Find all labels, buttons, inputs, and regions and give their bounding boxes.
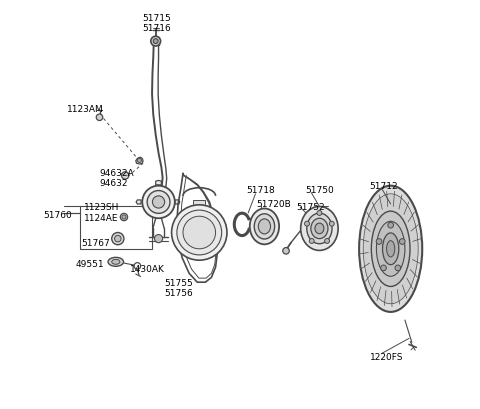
Ellipse shape	[254, 214, 275, 239]
Circle shape	[177, 211, 222, 255]
Circle shape	[121, 173, 129, 180]
Circle shape	[283, 248, 289, 254]
Circle shape	[142, 186, 175, 219]
Circle shape	[388, 223, 394, 229]
Ellipse shape	[112, 260, 120, 265]
Circle shape	[183, 217, 216, 249]
Ellipse shape	[258, 219, 271, 234]
Text: 1123SH
1124AE: 1123SH 1124AE	[84, 203, 120, 222]
Circle shape	[324, 239, 329, 244]
Ellipse shape	[311, 219, 328, 239]
Circle shape	[305, 222, 310, 227]
Circle shape	[115, 236, 121, 242]
FancyBboxPatch shape	[193, 201, 205, 206]
Ellipse shape	[300, 207, 338, 251]
Circle shape	[399, 239, 405, 245]
Circle shape	[155, 235, 163, 243]
Circle shape	[153, 40, 158, 45]
Text: 1430AK: 1430AK	[130, 264, 165, 273]
Ellipse shape	[359, 186, 422, 312]
Ellipse shape	[108, 258, 123, 267]
Circle shape	[317, 211, 322, 216]
Text: 1123AM: 1123AM	[67, 105, 104, 114]
Text: 51712: 51712	[370, 182, 398, 191]
Circle shape	[120, 214, 128, 221]
Ellipse shape	[315, 224, 324, 234]
Polygon shape	[175, 200, 180, 204]
Text: 51750: 51750	[305, 186, 334, 195]
Circle shape	[112, 233, 124, 245]
Ellipse shape	[383, 234, 399, 265]
Circle shape	[96, 115, 103, 121]
Circle shape	[309, 239, 314, 244]
Ellipse shape	[250, 209, 279, 245]
Circle shape	[122, 216, 126, 220]
Ellipse shape	[307, 213, 332, 244]
Ellipse shape	[386, 241, 395, 257]
Circle shape	[381, 265, 386, 271]
Circle shape	[153, 196, 165, 209]
Circle shape	[171, 205, 227, 261]
Polygon shape	[136, 158, 143, 165]
Text: 1220FS: 1220FS	[370, 352, 404, 361]
Circle shape	[147, 191, 170, 214]
Text: 51720B: 51720B	[256, 200, 291, 209]
Text: 51767: 51767	[81, 238, 110, 247]
Text: 51718: 51718	[246, 186, 275, 195]
Text: 51755
51756: 51755 51756	[165, 278, 193, 297]
Ellipse shape	[363, 194, 418, 304]
Polygon shape	[136, 200, 141, 204]
Text: 49551: 49551	[75, 259, 104, 268]
Ellipse shape	[372, 211, 410, 287]
Text: 51715
51716: 51715 51716	[142, 14, 171, 34]
Text: 51760: 51760	[44, 210, 72, 219]
Circle shape	[151, 37, 161, 47]
Circle shape	[376, 239, 382, 245]
Text: 51752: 51752	[296, 202, 325, 211]
Circle shape	[329, 222, 334, 227]
Text: 94632A
94632: 94632A 94632	[99, 169, 134, 188]
Ellipse shape	[376, 222, 405, 276]
Circle shape	[137, 159, 142, 163]
Polygon shape	[156, 181, 161, 185]
Circle shape	[395, 265, 401, 271]
